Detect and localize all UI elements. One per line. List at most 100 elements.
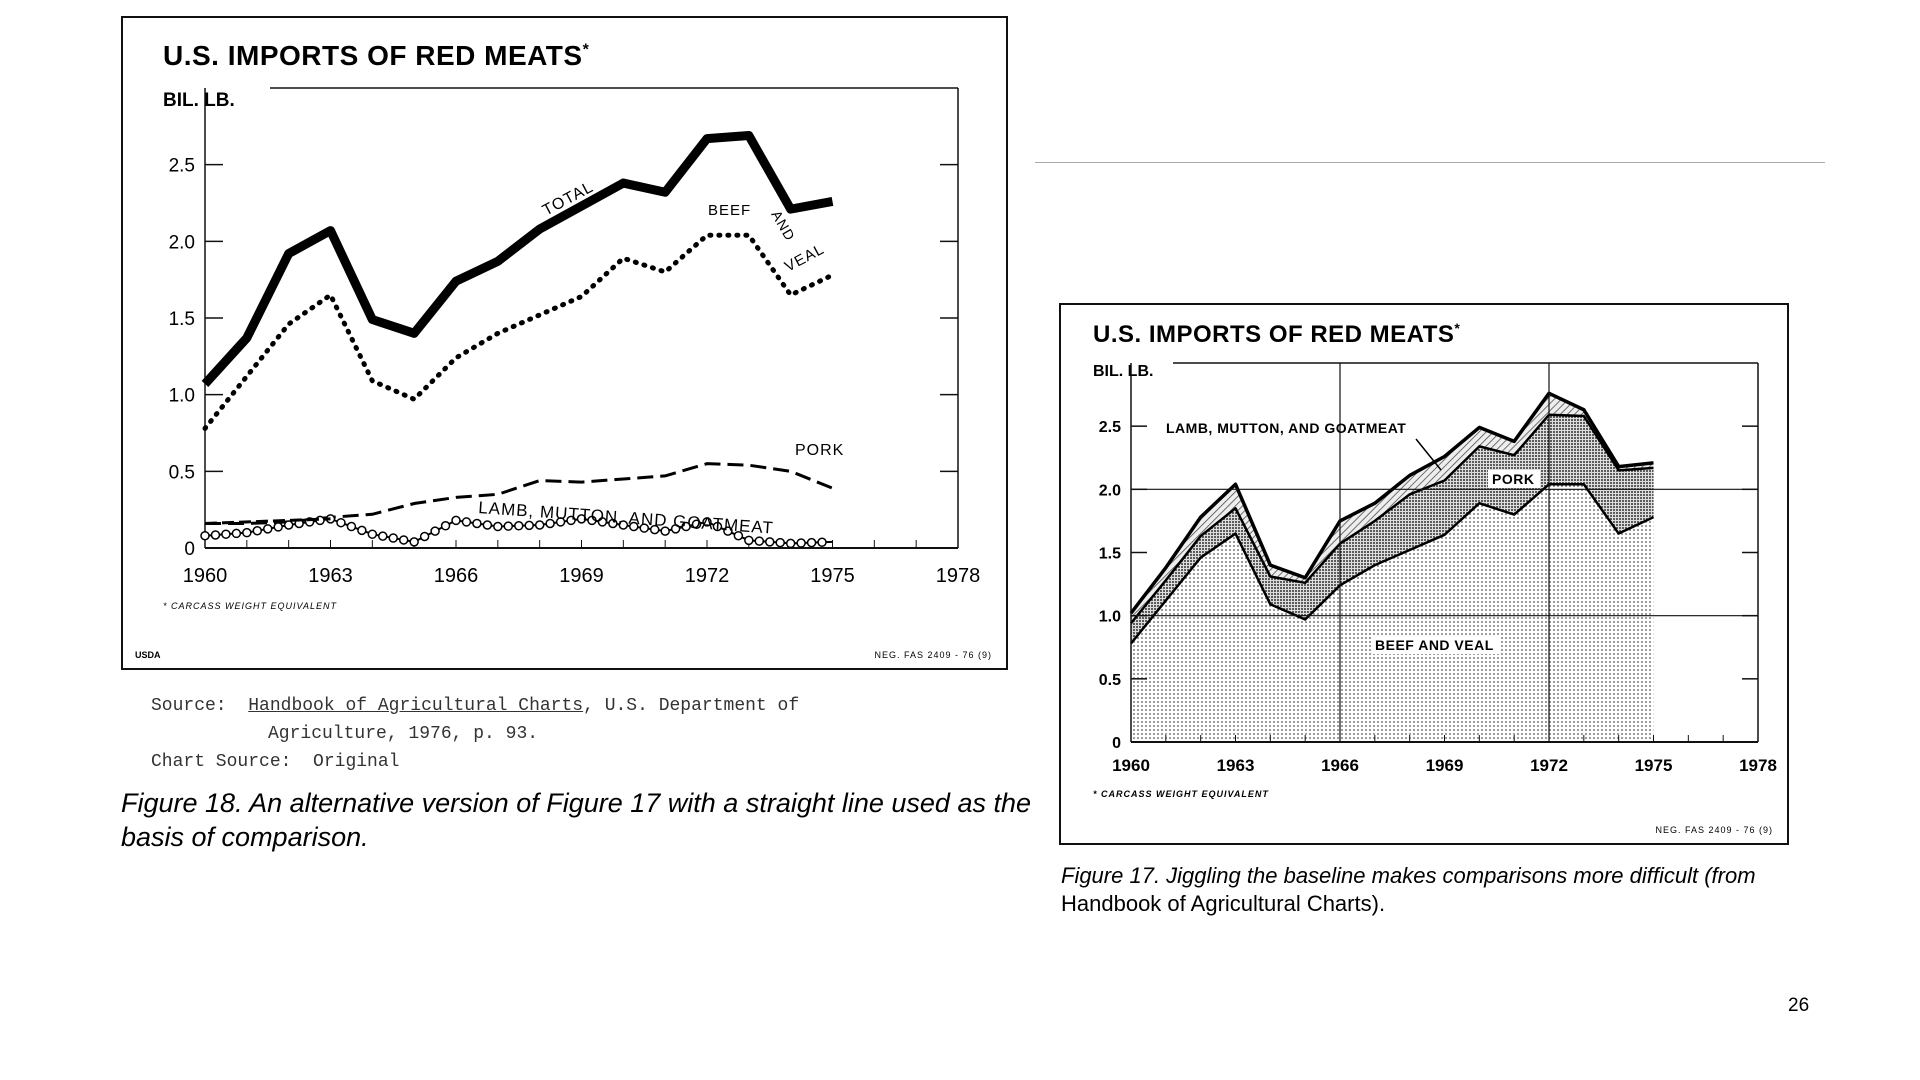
pork-label-bg [1488,470,1540,488]
series-bead [639,523,649,533]
series-bead [472,518,482,529]
series-bead [221,529,231,539]
series-bead [419,531,430,542]
footnote: * CARCASS WEIGHT EQUIVALENT [1093,789,1269,799]
x-tick-label: 1963 [308,565,353,587]
x-tick-label: 1978 [1739,756,1777,775]
y-tick-label: 0.5 [169,462,195,483]
chart-title: U.S. IMPORTS OF RED MEATS* [163,40,590,71]
source-citation: Source: Handbook of Agricultural Charts,… [151,692,799,776]
series-bead [336,517,346,528]
x-tick-label: 1972 [685,565,730,587]
series-bead [608,518,618,529]
figure-18-plot: 0 0.5 1.0 1.5 2.0 2.5 1960 1963 1966 1969 1972 1975… [169,87,981,587]
y-tick-label: 0.5 [1099,672,1121,689]
x-tick-label: 1978 [936,565,981,587]
series-beef-and-veal-line [202,232,835,431]
chart-source-label: Chart Source: [151,752,292,772]
series-bead [242,527,252,538]
series-bead [629,521,639,532]
series-bead [587,515,597,526]
pork-start-segment [204,517,331,525]
series-label-beef: BEEF [708,202,751,219]
series-bead [712,521,723,532]
area-top-line [1130,483,1655,645]
chart-source-value: Original [313,752,400,772]
series-label-beef: BEEF AND VEAL [1375,637,1494,653]
series-bead [534,520,545,530]
series-total-line [201,131,834,387]
source-label: Source: [151,696,227,716]
series-bead [785,538,796,549]
chart-title: U.S. IMPORTS OF RED MEATS* [1093,320,1461,348]
area-top-line [1130,413,1654,625]
series-bead [702,517,712,527]
figure-17-caption: Figure 17. Jiggling the baseline makes c… [1061,863,1756,916]
series-bead [482,520,493,530]
series-bead [388,533,398,543]
y-tick-label: 1.5 [169,309,195,330]
y-axis-unit-label: BIL. LB. [163,90,235,111]
figure-18-caption: Figure 18. An alternative version of Fig… [121,788,1031,852]
series-bead [252,526,263,536]
lamb-leader-line [1415,438,1442,471]
figure-18-chart: U.S. IMPORTS OF RED MEATS* BIL. LB. 0 0.5… [121,16,1008,670]
series-bead [806,537,817,548]
series-bead [618,520,629,530]
x-tick-label: 1975 [1635,756,1673,775]
series-label-veal: VEAL [782,241,827,276]
series-bead [566,515,576,526]
y-tick-label: 0 [184,539,195,560]
y-tick-label: 2.5 [169,156,195,177]
x-tick-label: 1963 [1217,756,1255,775]
series-bead [545,518,555,529]
usda-label: USDA [135,650,161,660]
series-bead [670,524,681,534]
series-bead [514,521,524,531]
series-bead [681,521,691,532]
series-bead [503,521,514,531]
series-bead [210,530,221,540]
area-beef-and-veal [1131,484,1654,742]
series-bead [367,529,378,539]
y-tick-label: 1.5 [1099,546,1121,563]
series-bead [200,530,210,541]
source-title: Handbook of Agricultural Charts [248,696,584,716]
series-bead [378,531,388,541]
figure-17-chart: U.S. IMPORTS OF RED MEATS* BIL. LB. 0 0.5… [1059,303,1789,845]
series-bead [461,517,472,527]
series-label-lamb: LAMB, MUTTON, AND GOATMEAT [1166,420,1406,436]
x-tick-label: 1969 [1426,756,1464,775]
series-label-lamb: LAMB, MUTTON, AND GOATMEAT [478,498,775,538]
x-tick-label: 1966 [1321,756,1359,775]
series-bead [409,537,419,547]
series-label-pork: PORK [1492,471,1534,487]
figure-17-plot: 0 0.5 1.0 1.5 2.0 2.5 1960 1963 1966 1969 1972 1975… [1099,362,1777,775]
y-tick-label: 1.0 [1099,609,1121,626]
series-bead [765,537,775,547]
series-bead [754,536,765,546]
series-bead [524,520,534,531]
y-tick-label: 2.5 [1099,419,1121,436]
beef-label-bg [1371,635,1499,654]
series-label-pork: PORK [795,442,844,459]
series-bead [398,535,409,545]
series-bead [493,521,503,532]
series-bead [733,530,744,541]
x-tick-label: 1969 [559,565,604,587]
series-bead [555,517,566,527]
series-bead [357,525,367,536]
series-bead [796,538,806,548]
x-tick-label: 1966 [434,565,479,587]
series-bead [649,524,660,535]
series-bead [576,514,587,524]
x-tick-label: 1960 [183,565,228,587]
y-tick-label: 1.0 [169,386,195,407]
source-line-2: Agriculture, 1976, p. 93. [268,724,539,744]
y-tick-label: 2.0 [1099,482,1121,499]
series-bead [691,519,702,529]
negative-number: NEG. FAS 2409 - 76 (9) [874,650,992,660]
series-bead [817,537,827,547]
series-bead [430,526,440,536]
series-bead [723,526,733,536]
